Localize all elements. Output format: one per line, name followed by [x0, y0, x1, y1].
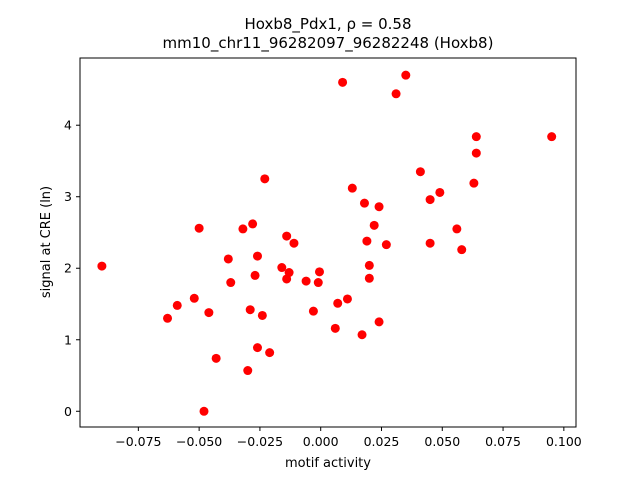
data-point — [301, 276, 311, 286]
x-tick-label: 0.100 — [546, 434, 582, 449]
x-tick-label: −0.050 — [176, 434, 222, 449]
data-point — [471, 132, 481, 142]
data-point — [194, 223, 204, 233]
y-axis-label: signal at CRE (ln) — [39, 186, 54, 298]
data-point — [415, 167, 425, 177]
data-point — [357, 330, 367, 340]
data-point — [248, 219, 258, 229]
data-point — [374, 317, 384, 327]
data-point — [359, 198, 369, 208]
y-tick-label: 3 — [64, 189, 72, 204]
data-point — [265, 348, 275, 358]
data-point — [252, 343, 262, 353]
data-point — [204, 308, 214, 318]
x-tick-label: 0.000 — [303, 434, 339, 449]
y-tick-label: 0 — [64, 404, 72, 419]
x-axis-label: motif activity — [285, 456, 371, 471]
data-point — [374, 202, 384, 212]
data-point — [277, 263, 287, 273]
x-tick-label: −0.025 — [237, 434, 283, 449]
data-point — [163, 313, 173, 323]
data-point — [252, 251, 262, 261]
data-point — [314, 267, 324, 277]
data-point — [289, 238, 299, 248]
data-point — [211, 353, 221, 363]
data-point — [243, 366, 253, 376]
x-tick-label: 0.075 — [485, 434, 521, 449]
data-point — [330, 323, 340, 333]
data-point — [369, 220, 379, 230]
data-point — [223, 254, 233, 264]
data-point — [333, 298, 343, 308]
data-point — [457, 245, 467, 255]
data-point — [250, 270, 260, 280]
data-point — [238, 224, 248, 234]
data-points — [97, 70, 557, 416]
x-tick-label: 0.050 — [424, 434, 460, 449]
data-point — [362, 236, 372, 246]
data-point — [452, 224, 462, 234]
data-point — [469, 178, 479, 188]
data-point — [364, 260, 374, 270]
data-point — [199, 406, 209, 416]
data-point — [547, 132, 557, 142]
data-point — [257, 310, 267, 320]
x-tick-label: 0.025 — [364, 434, 400, 449]
y-tick-label: 4 — [64, 118, 72, 133]
y-tick-label: 2 — [64, 261, 72, 276]
data-point — [97, 261, 107, 271]
chart-title-line1: Hoxb8_Pdx1, ρ = 0.58 — [245, 15, 412, 34]
data-point — [172, 300, 182, 310]
data-point — [308, 306, 318, 316]
data-point — [226, 278, 236, 288]
x-tick-label: −0.075 — [115, 434, 161, 449]
data-point — [401, 70, 411, 80]
data-point — [338, 77, 348, 87]
data-point — [425, 238, 435, 248]
data-point — [282, 231, 292, 241]
data-point — [313, 278, 323, 288]
x-axis: −0.075 −0.050 −0.025 0.000 0.025 0.050 0.075 0.… — [115, 427, 582, 449]
data-point — [471, 148, 481, 158]
data-point — [189, 293, 199, 303]
data-point — [284, 268, 294, 278]
data-point — [364, 273, 374, 283]
data-point — [425, 195, 435, 205]
y-tick-label: 1 — [64, 332, 72, 347]
data-point — [381, 240, 391, 250]
data-point — [245, 305, 255, 315]
chart-title-line2: mm10_chr11_96282097_96282248 (Hoxb8) — [163, 34, 494, 53]
data-point — [347, 183, 357, 193]
data-point — [260, 174, 270, 184]
data-point — [391, 89, 401, 99]
data-point — [435, 187, 445, 197]
data-point — [342, 294, 352, 304]
y-axis: 0 1 2 3 4 — [64, 118, 80, 419]
plot-frame — [79, 57, 577, 428]
